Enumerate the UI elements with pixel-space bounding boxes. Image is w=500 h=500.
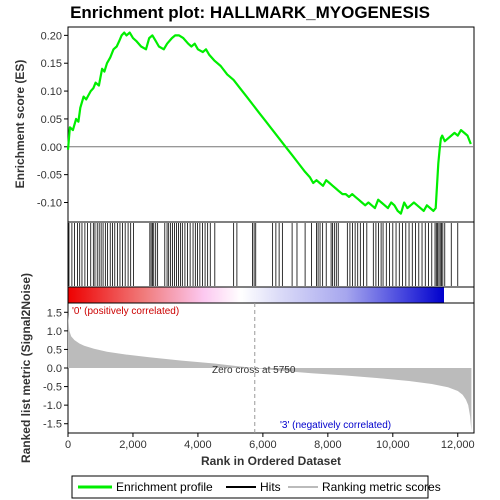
metric-y-tick-label: 1.5 bbox=[47, 307, 62, 319]
metric-x-axis: 0 2,000 4,000 6,000 8,000 10,000 12,000 bbox=[65, 433, 475, 451]
x-axis-label: Rank in Ordered Dataset bbox=[201, 454, 341, 468]
metric-y-tick-label: 1.0 bbox=[47, 326, 62, 338]
enrichment-profile-line bbox=[66, 31, 472, 215]
x-tick-label: 4,000 bbox=[184, 439, 212, 451]
metric-y-axis: -1.5 -1.0 -0.5 0.0 0.5 1.0 1.5 bbox=[43, 307, 68, 431]
es-y-axis-label: Enrichment score (ES) bbox=[13, 60, 27, 189]
ranking-metric-area-group bbox=[68, 314, 472, 432]
metric-y-axis-label: Ranked list metric (Signal2Noise) bbox=[19, 273, 33, 463]
hits-panel bbox=[67, 221, 475, 288]
es-y-tick-label: 0.20 bbox=[41, 30, 62, 42]
rank-color-ribbon bbox=[68, 287, 444, 303]
x-tick-label: 2,000 bbox=[119, 439, 147, 451]
x-tick-label: 10,000 bbox=[376, 439, 410, 451]
zero-cross-label: Zero cross at 5750 bbox=[212, 365, 296, 376]
x-tick-label: 0 bbox=[65, 439, 71, 451]
positive-correlation-label: '0' (positively correlated) bbox=[72, 306, 179, 317]
metric-y-tick-label: -1.5 bbox=[43, 419, 62, 431]
es-y-axis: -0.10 -0.05 0.00 0.05 0.10 0.15 0.20 bbox=[37, 30, 68, 210]
ranked-metric-panel: -1.5 -1.0 -0.5 0.0 0.5 1.0 1.5 0 2,000 4,000 6,00… bbox=[19, 273, 475, 468]
hits-group bbox=[68, 223, 459, 286]
es-panel-frame bbox=[67, 26, 475, 223]
metric-y-tick-label: -1.0 bbox=[43, 400, 62, 412]
metric-y-tick-label: 0.5 bbox=[47, 344, 62, 356]
es-y-tick-label: -0.05 bbox=[37, 170, 62, 182]
metric-y-tick-label: -0.5 bbox=[43, 382, 62, 394]
legend-label-hits: Hits bbox=[260, 480, 281, 494]
chart-title: Enrichment plot: HALLMARK_MYOGENESIS bbox=[70, 3, 430, 22]
x-tick-label: 6,000 bbox=[249, 439, 277, 451]
es-y-tick-label: 0.10 bbox=[41, 86, 62, 98]
es-y-tick-label: 0.15 bbox=[41, 58, 62, 70]
legend: Enrichment profile Hits Ranking metric s… bbox=[71, 475, 441, 499]
legend-label-ranking: Ranking metric scores bbox=[322, 480, 441, 494]
es-y-tick-label: -0.10 bbox=[37, 198, 62, 210]
enrichment-profile-line-group bbox=[66, 31, 472, 215]
x-tick-label: 12,000 bbox=[441, 439, 475, 451]
x-tick-label: 8,000 bbox=[314, 439, 342, 451]
negative-correlation-label: '3' (negatively correlated) bbox=[280, 420, 391, 431]
es-y-tick-label: 0.00 bbox=[41, 142, 62, 154]
ranking-metric-area bbox=[68, 314, 472, 432]
es-panel: -0.10 -0.05 0.00 0.05 0.10 0.15 0.20 Enrichmen… bbox=[13, 26, 475, 223]
legend-label-enrichment: Enrichment profile bbox=[116, 480, 213, 494]
hits-panel-frame bbox=[67, 221, 475, 288]
es-y-tick-label: 0.05 bbox=[41, 114, 62, 126]
metric-y-tick-label: 0.0 bbox=[47, 363, 62, 375]
